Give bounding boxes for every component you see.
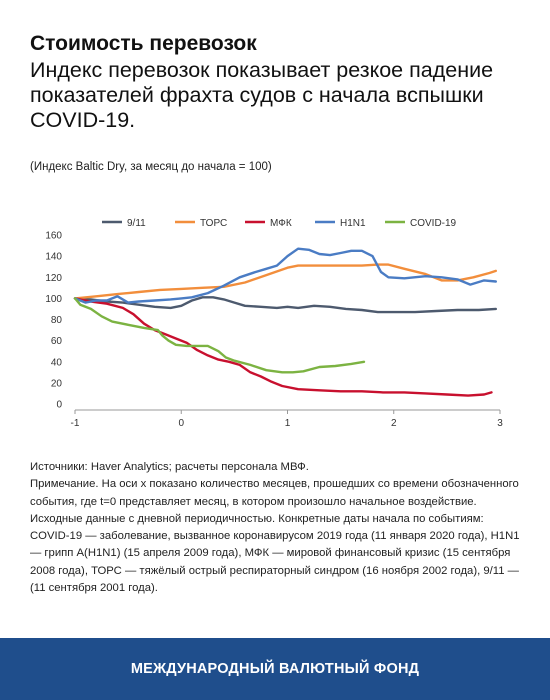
y-tick-label: 60: [51, 336, 63, 347]
series-line: [73, 263, 497, 300]
x-tick-label: -1: [71, 418, 80, 429]
page-title: Стоимость перевозок: [30, 32, 257, 55]
legend-label: COVID-19: [410, 218, 457, 229]
legend-label: 9/11: [127, 218, 146, 229]
note-text: Примечание. На оси x показано количество…: [30, 478, 520, 595]
y-tick-label: 120: [45, 273, 62, 284]
y-tick-label: 140: [45, 252, 62, 263]
x-tick-label: 2: [391, 418, 397, 429]
footer-org-name: МЕЖДУНАРОДНЫЙ ВАЛЮТНЫЙ ФОНД: [130, 661, 420, 677]
y-tick-label: 100: [45, 294, 62, 305]
y-tick-label: 160: [45, 231, 62, 242]
footer-banner: МЕЖДУНАРОДНЫЙ ВАЛЮТНЫЙ ФОНД: [0, 638, 550, 700]
y-tick-label: 80: [51, 315, 63, 326]
line-chart: 9/11 ТОРС МФК H1N1 COVID-19 0204060801001201…: [45, 218, 503, 429]
series-line: [73, 296, 497, 314]
series-line: [73, 297, 493, 397]
chart-legend: 9/11 ТОРС МФК H1N1 COVID-19: [102, 218, 457, 229]
series-line: [73, 297, 366, 374]
y-tick-label: 20: [51, 378, 63, 389]
x-tick-label: 1: [285, 418, 291, 429]
x-tick-label: 3: [497, 418, 503, 429]
chart-units-note: (Индекс Baltic Dry, за месяц до начала =…: [30, 161, 272, 173]
chart-series-lines: [73, 247, 497, 397]
y-axis: 0 20 40 60 80 100 120 140 160: [45, 231, 62, 411]
sources-text: Источники: Haver Analytics; расчеты перс…: [30, 461, 309, 473]
legend-label: H1N1: [340, 218, 366, 229]
legend-label: МФК: [270, 218, 292, 229]
series-line: [73, 247, 497, 304]
legend-label: ТОРС: [200, 218, 227, 229]
x-tick-label: 0: [178, 418, 184, 429]
page-subtitle: Индекс перевозок показывает резкое паден…: [30, 58, 494, 132]
chart-notes: Источники: Haver Analytics; расчеты перс…: [30, 459, 525, 597]
x-axis: -1 0 1 2 3: [71, 410, 503, 429]
y-tick-label: 0: [56, 400, 62, 411]
y-tick-label: 40: [51, 357, 63, 368]
